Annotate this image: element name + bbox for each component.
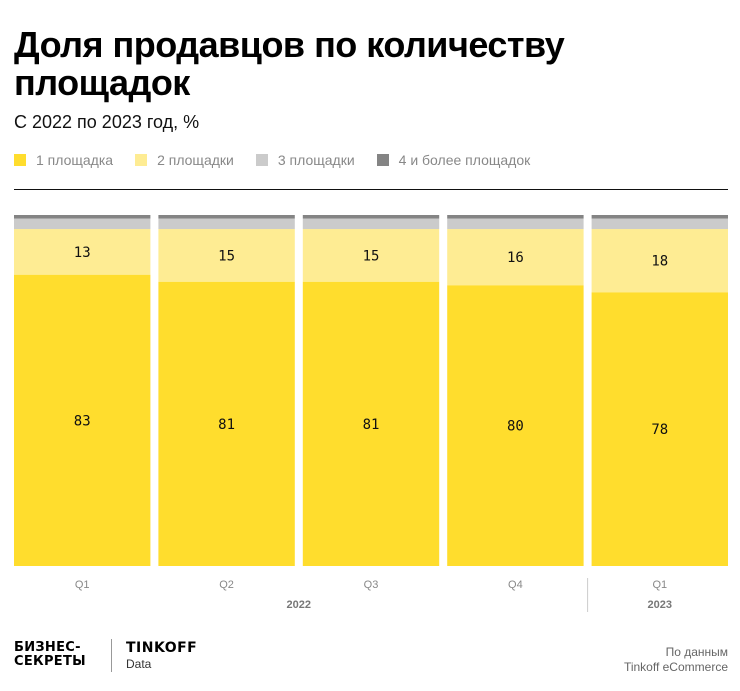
partner-sub: Data <box>126 657 152 671</box>
legend-label-1: 1 площадка <box>36 152 114 168</box>
x-tick-label-4: Q4 <box>508 579 523 591</box>
bar-segment-s1-c3 <box>302 281 440 566</box>
data-label-s1-c5: 78 <box>651 422 668 438</box>
legend-label-2: 2 площадки <box>157 152 234 168</box>
legend-item-1: 1 площадка <box>14 152 113 168</box>
bar-segment-s2-c3 <box>302 229 440 282</box>
chart-subtitle: С 2022 по 2023 год, % <box>14 112 200 132</box>
bar-segment-s4-c3 <box>302 215 440 219</box>
bar-segment-s2-c5 <box>591 229 728 293</box>
partner-name: TINKOFF <box>126 640 198 656</box>
bar-segment-s1-c4 <box>447 285 584 566</box>
x-tick-label-5: Q1 <box>652 579 667 591</box>
bar-segment-s1-c2 <box>158 281 295 566</box>
data-label-s2-c5: 18 <box>651 254 668 270</box>
bar-segment-s4-c1 <box>14 215 151 219</box>
bar-segment-s1-c1 <box>14 274 151 566</box>
business-secrets-logo: БИЗНЕС- СЕКРЕТЫ <box>14 641 86 669</box>
data-label-s1-c2: 81 <box>218 417 235 433</box>
bar-segment-s3-c5 <box>591 218 728 230</box>
chart-title: Доля продавцов по количеству площадок <box>14 24 565 103</box>
bar-segment-s3-c2 <box>158 218 295 230</box>
source-line-1: По данным <box>665 645 728 659</box>
x-group-label-2: 2023 <box>648 599 672 611</box>
data-label-s1-c4: 80 <box>507 419 524 435</box>
data-label-s2-c3: 15 <box>363 248 380 264</box>
legend-label-4: 4 и более площадок <box>398 152 531 168</box>
bar-segment-s3-c3 <box>302 218 440 230</box>
x-tick-label-2: Q2 <box>219 579 234 591</box>
x-tick-label-1: Q1 <box>75 579 90 591</box>
bar-segment-s2-c4 <box>447 229 584 286</box>
legend-item-2: 2 площадки <box>135 152 234 168</box>
legend-swatch-4 <box>376 154 389 166</box>
data-label-s2-c1: 13 <box>74 245 91 261</box>
bar-segment-s3-c4 <box>447 218 584 230</box>
legend-item-3: 3 площадки <box>255 152 355 168</box>
bar-segment-s3-c1 <box>14 218 151 230</box>
bar-segment-s4-c4 <box>447 215 584 219</box>
legend-swatch-1 <box>14 154 26 166</box>
bar-segment-s4-c5 <box>591 215 728 219</box>
header-divider <box>14 189 728 190</box>
bar-segment-s4-c2 <box>158 215 295 219</box>
data-label-s2-c4: 16 <box>507 250 524 266</box>
legend-swatch-3 <box>255 154 268 166</box>
data-label-s1-c3: 81 <box>363 417 380 433</box>
bar-segment-s2-c2 <box>158 229 295 282</box>
bar-segment-s2-c1 <box>14 229 151 275</box>
legend-label-3: 3 площадки <box>277 152 355 168</box>
source-line-2: Tinkoff eCommerce <box>623 660 728 674</box>
x-tick-label-3: Q3 <box>364 579 379 591</box>
legend-swatch-2 <box>135 154 148 166</box>
data-label-s2-c2: 15 <box>218 248 235 264</box>
legend-item-4: 4 и более площадок <box>376 152 531 168</box>
x-group-label-1: 2022 <box>287 599 311 611</box>
logo-line-1: БИЗНЕС- <box>14 640 81 655</box>
bar-segment-s1-c5 <box>591 292 728 566</box>
data-label-s1-c1: 83 <box>74 413 91 429</box>
logo-separator <box>111 639 112 672</box>
legend: 1 площадка 2 площадки 3 площадки 4 и бол… <box>14 152 552 168</box>
data-source: По данным Tinkoff eCommerce <box>624 645 728 675</box>
logo-line-2: СЕКРЕТЫ <box>14 654 86 669</box>
tinkoff-data-logo: TINKOFF Data <box>126 641 197 672</box>
